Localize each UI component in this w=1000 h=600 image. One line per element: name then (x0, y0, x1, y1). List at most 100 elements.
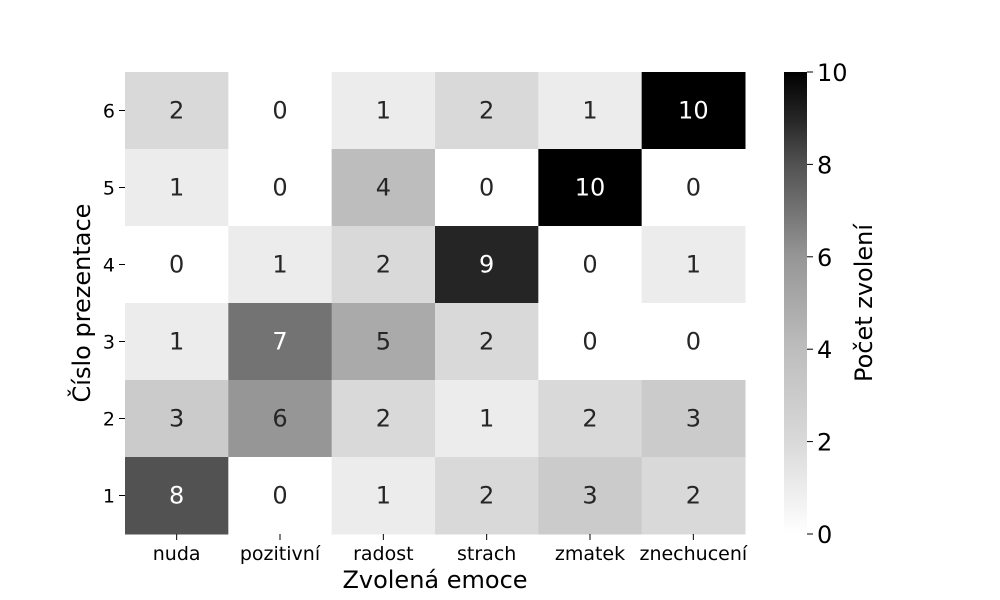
heatmap-cell-r1-strach (435, 457, 539, 535)
y-axis-title: Číslo prezentace (66, 204, 96, 403)
heatmap-cell-value: 3 (686, 405, 701, 433)
heatmap-cell-value: 6 (272, 405, 287, 433)
x-tick-label: radost (353, 543, 414, 565)
heatmap-cell-value: 4 (376, 174, 391, 202)
heatmap-cell-r6-pozitivní (228, 72, 333, 150)
heatmap-cell-r5-strach (435, 149, 539, 227)
heatmap-cell-value: 1 (582, 97, 597, 125)
heatmap-cell-value: 3 (169, 405, 184, 433)
heatmap-cell-r1-pozitivní (228, 457, 333, 535)
heatmap-cell-r4-znechucení (641, 226, 746, 304)
heatmap-cell-r2-strach (435, 380, 539, 458)
x-axis-ticks: nuda pozitivní radost strach zmatek znechucen… (153, 534, 748, 565)
heatmap-cells (125, 72, 746, 535)
colorbar-tick-label: 10 (817, 59, 848, 87)
y-tick-label: 5 (103, 178, 115, 200)
heatmap-cell-labels: 2 0 1 2 1 101 0 4 0 10 00 1 2 9 0 11 7 5 2 0 03 6 2 1 2 38 0 1 2 3 2 (169, 97, 709, 510)
y-axis-ticks: 6 5 4 3 2 1 (103, 101, 125, 508)
heatmap-cell-value: 3 (582, 482, 597, 510)
heatmap-cell-value: 2 (376, 405, 391, 433)
heatmap-cell-value: 0 (272, 97, 287, 125)
y-tick-label: 1 (103, 486, 115, 508)
heatmap-cell-r5-pozitivní (228, 149, 333, 227)
heatmap-cell-value: 0 (686, 328, 701, 356)
heatmap-cell-value: 1 (686, 251, 701, 279)
heatmap-cell-value: 2 (376, 251, 391, 279)
heatmap-cell-r3-radost (331, 303, 436, 381)
heatmap-cell-r6-radost (331, 72, 436, 150)
y-tick-label: 2 (103, 409, 115, 431)
heatmap-cell-value: 2 (169, 97, 184, 125)
heatmap-cell-r1-zmatek (538, 457, 643, 535)
heatmap-cell-value: 0 (582, 328, 597, 356)
colorbar-tick-label: 8 (817, 151, 832, 179)
heatmap-cell-value: 1 (376, 97, 391, 125)
heatmap-cell-r3-znechucení (641, 303, 746, 381)
y-tick-label: 3 (103, 332, 115, 354)
heatmap-cell-value: 8 (169, 482, 184, 510)
heatmap-cell-r4-radost (331, 226, 436, 304)
heatmap-cell-value: 0 (479, 174, 494, 202)
heatmap-cell-r6-zmatek (538, 72, 643, 150)
heatmap-cell-r3-pozitivní (228, 303, 333, 381)
colorbar-tick-label: 2 (817, 429, 832, 457)
colorbar-title: Počet zvolení (850, 223, 878, 382)
heatmap-cell-value: 2 (479, 328, 494, 356)
colorbar-tick-label: 4 (817, 336, 832, 364)
heatmap-cell-r3-zmatek (538, 303, 643, 381)
heatmap-cell-value: 1 (169, 328, 184, 356)
heatmap-cell-r2-nuda (125, 380, 229, 458)
heatmap-cell-r2-znechucení (641, 380, 746, 458)
heatmap-cell-r1-znechucení (641, 457, 746, 535)
heatmap-cell-r4-pozitivní (228, 226, 333, 304)
colorbar-ticks: 0 2 4 6 8 10 (807, 59, 848, 549)
heatmap-cell-value: 2 (479, 482, 494, 510)
heatmap-cell-r4-strach (435, 226, 539, 304)
y-tick-label: 6 (103, 101, 115, 123)
y-tick-label: 4 (103, 255, 115, 277)
heatmap-cell-value: 10 (575, 174, 606, 202)
x-tick-label: pozitivní (240, 543, 321, 565)
heatmap-cell-value: 0 (582, 251, 597, 279)
heatmap-cell-r4-nuda (125, 226, 229, 304)
heatmap-cell-r3-strach (435, 303, 539, 381)
heatmap-cell-value: 0 (169, 251, 184, 279)
x-tick-label: znechucení (639, 543, 747, 565)
heatmap-cell-r1-radost (331, 457, 436, 535)
x-tick-label: nuda (153, 543, 201, 565)
heatmap-cell-r2-radost (331, 380, 436, 458)
x-tick-label: zmatek (555, 543, 625, 565)
heatmap-cell-value: 9 (479, 251, 494, 279)
heatmap-cell-value: 2 (686, 482, 701, 510)
heatmap-cell-value: 1 (272, 251, 287, 279)
heatmap-cell-value: 2 (479, 97, 494, 125)
x-tick-label: strach (457, 543, 516, 565)
heatmap-cell-r6-nuda (125, 72, 229, 150)
heatmap-cell-r2-pozitivní (228, 380, 333, 458)
heatmap-cell-value: 0 (272, 482, 287, 510)
colorbar-gradient (784, 72, 807, 534)
heatmap-cell-r6-strach (435, 72, 539, 150)
heatmap-cell-r6-znechucení (641, 72, 746, 150)
heatmap-cell-r1-nuda (125, 457, 229, 535)
heatmap-cell-r5-radost (331, 149, 436, 227)
colorbar-tick-label: 0 (817, 521, 832, 549)
heatmap-cell-r3-nuda (125, 303, 229, 381)
colorbar-tick-label: 6 (817, 244, 832, 272)
heatmap-cell-value: 5 (376, 328, 391, 356)
heatmap-cell-value: 0 (272, 174, 287, 202)
heatmap-cell-value: 1 (169, 174, 184, 202)
heatmap-cell-value: 7 (272, 328, 287, 356)
heatmap-cell-r5-zmatek (538, 149, 643, 227)
heatmap-cell-value: 1 (479, 405, 494, 433)
x-axis-title: Zvolená emoce (342, 566, 527, 594)
heatmap-cell-value: 2 (582, 405, 597, 433)
heatmap-cell-r5-nuda (125, 149, 229, 227)
heatmap-cell-r4-zmatek (538, 226, 643, 304)
heatmap-cell-r2-zmatek (538, 380, 643, 458)
heatmap-cell-value: 1 (376, 482, 391, 510)
heatmap-cell-value: 0 (686, 174, 701, 202)
colorbar: 0 2 4 6 8 10 Počet zvolení (784, 59, 878, 549)
heatmap-cell-r5-znechucení (641, 149, 746, 227)
